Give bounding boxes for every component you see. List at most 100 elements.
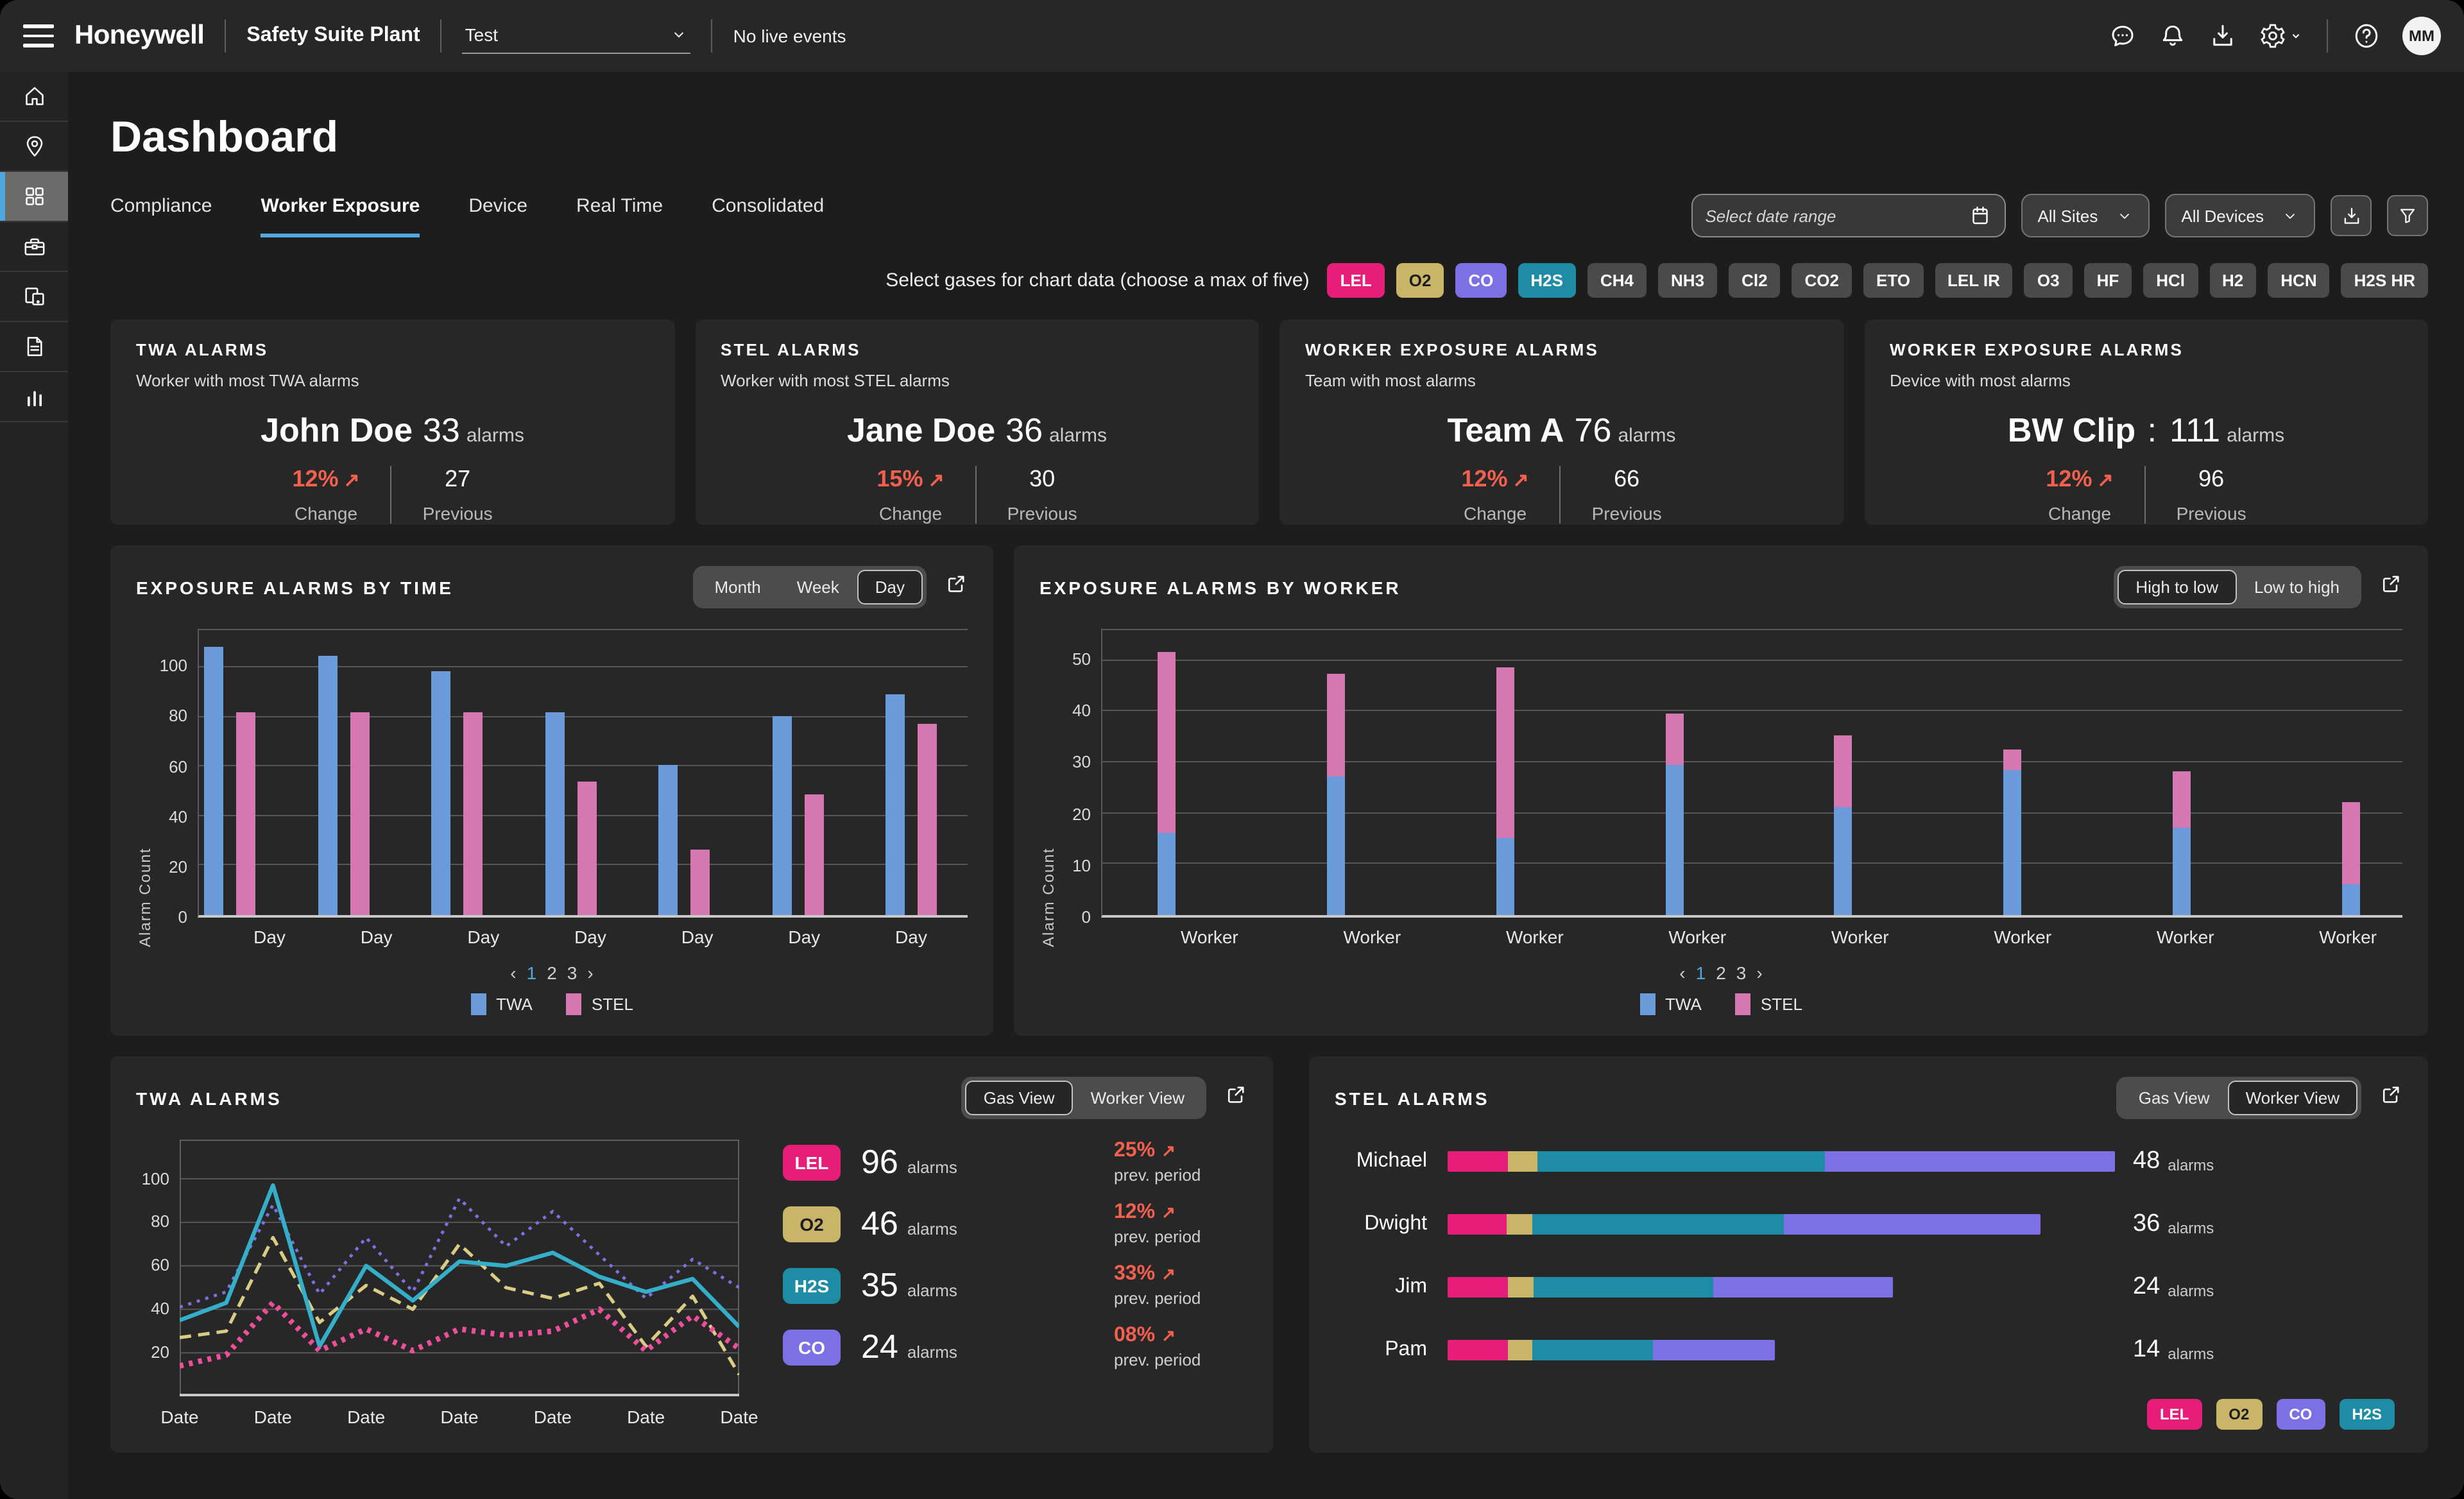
open-in-new-icon[interactable] xyxy=(2379,1083,2402,1113)
settings-gear-icon[interactable] xyxy=(2259,22,2302,50)
pagination-next[interactable]: › xyxy=(1756,963,1763,983)
dashboard-tabs: Compliance Worker Exposure Device Real Time… xyxy=(110,194,824,237)
sidebar-item-analytics[interactable] xyxy=(0,372,68,422)
pagination-page-1[interactable]: 1 xyxy=(1695,963,1706,983)
gas-chip-co[interactable]: CO xyxy=(2276,1399,2325,1430)
export-button[interactable] xyxy=(2331,195,2372,236)
stacked-bar[interactable] xyxy=(1496,667,1514,915)
pagination-prev[interactable]: ‹ xyxy=(510,963,517,983)
twa-segment xyxy=(1496,838,1514,915)
pagination-page-2[interactable]: 2 xyxy=(1716,963,1726,983)
stacked-bar[interactable] xyxy=(2341,802,2360,915)
stacked-bar[interactable] xyxy=(2173,771,2191,915)
stacked-bar[interactable] xyxy=(1326,674,1345,915)
twa-bar[interactable] xyxy=(658,765,678,915)
tab-worker-exposure[interactable]: Worker Exposure xyxy=(261,194,420,237)
toggle-option-month[interactable]: Month xyxy=(714,578,761,597)
toggle-option-gas-view[interactable]: Gas View xyxy=(2138,1088,2210,1108)
twa-segment xyxy=(1326,776,1345,915)
stel-bar[interactable] xyxy=(804,794,823,915)
toggle-option-high-to-low[interactable]: High to low xyxy=(2118,570,2236,604)
gas-chip-lel[interactable]: LEL xyxy=(2146,1399,2202,1430)
stacked-bar[interactable] xyxy=(1158,652,1176,915)
stel-bar[interactable] xyxy=(577,782,596,915)
stel-segment xyxy=(1158,652,1176,833)
tab-real-time[interactable]: Real Time xyxy=(576,194,663,216)
twa-bar[interactable] xyxy=(886,694,905,915)
devices-select[interactable]: All Devices xyxy=(2164,194,2315,237)
gas-chip-o3[interactable]: O3 xyxy=(2024,263,2073,298)
stel-bar[interactable] xyxy=(690,850,710,915)
downloads-icon[interactable] xyxy=(2209,22,2237,50)
pagination-page-1[interactable]: 1 xyxy=(526,963,537,983)
sidebar-item-dashboard[interactable] xyxy=(0,172,68,222)
help-icon[interactable] xyxy=(2352,22,2381,50)
gas-chip-lel-ir[interactable]: LEL IR xyxy=(1935,263,2013,298)
tab-device[interactable]: Device xyxy=(468,194,528,216)
toggle-option-gas-view[interactable]: Gas View xyxy=(965,1081,1073,1115)
pagination-prev[interactable]: ‹ xyxy=(1679,963,1686,983)
stacked-bar[interactable] xyxy=(2003,750,2022,915)
tab-compliance[interactable]: Compliance xyxy=(110,194,212,216)
open-in-new-icon[interactable] xyxy=(945,572,968,602)
stel-bar[interactable] xyxy=(463,712,483,915)
worker-stacked-bar[interactable] xyxy=(1448,1214,2041,1235)
gas-chip-hcn[interactable]: HCN xyxy=(2268,263,2330,298)
date-range-input[interactable]: Select date range xyxy=(1691,194,2006,237)
toggle-option-low-to-high[interactable]: Low to high xyxy=(2254,578,2340,597)
toggle-option-week[interactable]: Week xyxy=(796,578,839,597)
gas-chip-hf[interactable]: HF xyxy=(2083,263,2132,298)
sidebar-item-reports[interactable] xyxy=(0,322,68,372)
site-select[interactable]: Test xyxy=(462,19,691,53)
gas-chip-h2s-hr[interactable]: H2S HR xyxy=(2341,263,2428,298)
feedback-chat-icon[interactable] xyxy=(2109,22,2137,50)
gas-chip-h2s[interactable]: H2S xyxy=(1518,263,1576,298)
twa-bar[interactable] xyxy=(204,647,223,915)
twa-bar[interactable] xyxy=(772,716,791,915)
open-in-new-icon[interactable] xyxy=(2379,572,2402,602)
sites-select[interactable]: All Sites xyxy=(2021,194,2150,237)
tab-consolidated[interactable]: Consolidated xyxy=(712,194,825,216)
toggle-option-worker-view[interactable]: Worker View xyxy=(1090,1088,1185,1108)
gas-chip-h2s[interactable]: H2S xyxy=(2339,1399,2395,1430)
open-in-new-icon[interactable] xyxy=(1224,1083,1247,1113)
gas-chip-co[interactable]: CO xyxy=(1455,263,1507,298)
stacked-bar[interactable] xyxy=(1834,735,1852,915)
stacked-bar[interactable] xyxy=(1665,714,1684,915)
toggle-option-day[interactable]: Day xyxy=(857,570,923,604)
pagination-page-3[interactable]: 3 xyxy=(567,963,578,983)
sidebar-item-home[interactable] xyxy=(0,72,68,122)
worker-stacked-bar[interactable] xyxy=(1448,1340,1775,1360)
twa-bar[interactable] xyxy=(545,712,564,915)
user-avatar[interactable]: MM xyxy=(2402,17,2441,55)
stel-bar[interactable] xyxy=(350,712,369,915)
gas-chip-ch4[interactable]: CH4 xyxy=(1587,263,1647,298)
pagination-page-3[interactable]: 3 xyxy=(1736,963,1747,983)
toggle-option-worker-view[interactable]: Worker View xyxy=(2227,1081,2357,1115)
notifications-bell-icon[interactable] xyxy=(2159,22,2187,50)
hamburger-menu-icon[interactable] xyxy=(23,24,54,47)
sidebar-item-location[interactable] xyxy=(0,122,68,172)
pagination-next[interactable]: › xyxy=(587,963,594,983)
gas-chip-hcl[interactable]: HCl xyxy=(2143,263,2198,298)
gas-chip-h2[interactable]: H2 xyxy=(2209,263,2257,298)
gas-chip-cl2[interactable]: Cl2 xyxy=(1729,263,1781,298)
stel-segment xyxy=(2173,771,2191,828)
sidebar-item-toolbox[interactable] xyxy=(0,222,68,272)
twa-bar[interactable] xyxy=(431,671,450,915)
pagination-page-2[interactable]: 2 xyxy=(547,963,557,983)
gas-chip-nh3[interactable]: NH3 xyxy=(1658,263,1718,298)
gas-chip-o2[interactable]: O2 xyxy=(2216,1399,2263,1430)
worker-stacked-bar[interactable] xyxy=(1448,1151,2115,1172)
gas-chip-co2[interactable]: CO2 xyxy=(1792,263,1852,298)
twa-bar[interactable] xyxy=(318,656,337,915)
stel-bar[interactable] xyxy=(236,712,255,915)
worker-stacked-bar[interactable] xyxy=(1448,1277,1894,1298)
gas-chip-eto[interactable]: ETO xyxy=(1863,263,1923,298)
stel-bar[interactable] xyxy=(918,724,937,915)
sidebar-item-devices[interactable] xyxy=(0,272,68,322)
gas-chip-o2[interactable]: O2 xyxy=(1396,263,1444,298)
filter-button[interactable] xyxy=(2387,195,2428,236)
gas-chip-lel[interactable]: LEL xyxy=(1327,263,1385,298)
